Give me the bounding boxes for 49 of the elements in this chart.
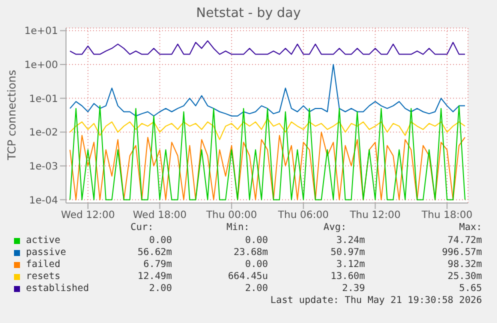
x-tick-label: Thu 00:00 bbox=[205, 210, 257, 222]
y-tick-label: 1e-03 bbox=[29, 161, 58, 172]
text: Min: bbox=[226, 222, 250, 233]
text: 12.49m bbox=[136, 271, 172, 282]
y-tick-label: 1e-01 bbox=[29, 94, 58, 105]
line-series bbox=[69, 64, 466, 116]
text: 2.39 bbox=[341, 283, 365, 294]
y-tick-label: 1e+01 bbox=[24, 26, 58, 38]
legend-label: passive bbox=[26, 247, 66, 258]
text: 23.68m bbox=[232, 247, 268, 258]
y-axis-title: TCP connections bbox=[6, 70, 18, 160]
text: 2.00 bbox=[148, 283, 172, 294]
text: 664.45u bbox=[226, 271, 268, 282]
text: 6.79m bbox=[142, 259, 172, 270]
text: 996.57m bbox=[440, 247, 482, 258]
text: 56.62m bbox=[136, 247, 172, 258]
x-tick-label: Thu 18:00 bbox=[420, 210, 472, 222]
chart-title: Netstat - by day bbox=[195, 6, 302, 21]
x-tick-label: Thu 12:00 bbox=[348, 210, 401, 222]
x-tick-label: Wed 18:00 bbox=[132, 210, 187, 222]
text: Avg: bbox=[322, 222, 348, 233]
legend-label: established bbox=[26, 283, 89, 294]
text: 98.32m bbox=[446, 259, 482, 270]
line-series bbox=[69, 118, 466, 140]
x-tick-label: Wed 12:00 bbox=[61, 210, 115, 222]
text: 3.12m bbox=[335, 259, 365, 270]
x-tick-label: Thu 06:00 bbox=[277, 210, 329, 222]
text: Cur: bbox=[130, 222, 154, 233]
text: 13.60m bbox=[330, 271, 365, 282]
text: Last update: Thu May 21 19:30:58 2026 bbox=[270, 295, 482, 306]
line-series bbox=[69, 105, 466, 200]
text: 50.97m bbox=[330, 247, 365, 258]
y-tick-label: 1e-02 bbox=[29, 128, 58, 139]
line-series bbox=[69, 40, 466, 55]
y-tick-label: 1e+00 bbox=[24, 60, 58, 72]
y-tick-label: 1e-04 bbox=[29, 195, 58, 206]
text: 25.30m bbox=[446, 271, 482, 282]
text: 0.00 bbox=[244, 235, 268, 246]
legend-label: active bbox=[26, 235, 60, 246]
text: 0.00 bbox=[148, 235, 172, 246]
text: 5.65 bbox=[458, 283, 482, 294]
text: 2.00 bbox=[244, 283, 268, 294]
text: Max: bbox=[458, 222, 482, 233]
legend-label: resets bbox=[26, 271, 60, 282]
text: 3.24m bbox=[335, 235, 365, 246]
legend-label: failed bbox=[26, 259, 60, 270]
text: 0.00 bbox=[244, 259, 268, 270]
text: 74.72m bbox=[446, 235, 482, 246]
line-series bbox=[69, 132, 466, 200]
